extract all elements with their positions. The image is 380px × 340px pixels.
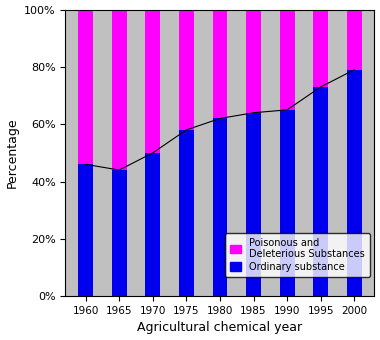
Bar <box>146 153 160 296</box>
Bar <box>78 10 93 164</box>
Bar <box>146 10 160 153</box>
Bar <box>314 10 328 87</box>
Bar <box>280 110 294 296</box>
Legend: Poisonous and
Deleterious Substances, Ordinary substance: Poisonous and Deleterious Substances, Or… <box>225 233 370 277</box>
Bar <box>179 10 194 130</box>
Bar <box>314 87 328 296</box>
Bar <box>347 10 362 70</box>
Y-axis label: Percentage: Percentage <box>6 118 19 188</box>
Bar <box>212 118 227 296</box>
Bar <box>112 10 127 170</box>
Bar <box>78 164 93 296</box>
Bar <box>112 170 127 296</box>
Bar <box>179 130 194 296</box>
X-axis label: Agricultural chemical year: Agricultural chemical year <box>138 321 302 335</box>
Bar <box>246 10 261 113</box>
Bar <box>280 10 294 110</box>
Bar <box>347 70 362 296</box>
Bar <box>246 113 261 296</box>
Bar <box>212 10 227 118</box>
